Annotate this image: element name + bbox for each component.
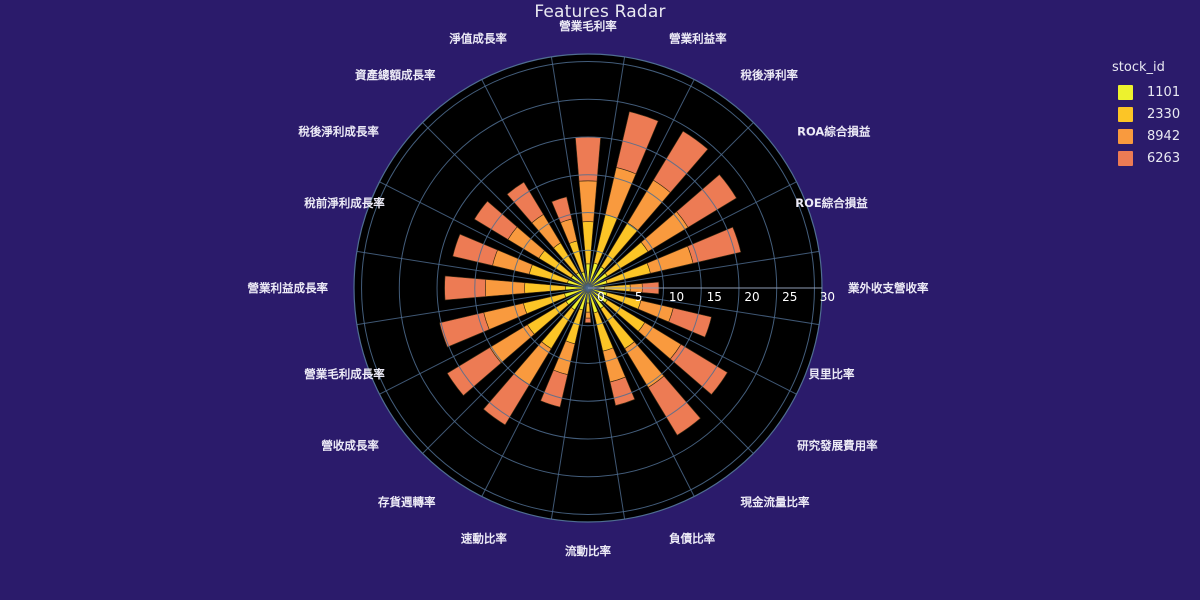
category-label: 存貨週轉率 [378, 495, 436, 509]
polar-bar-segment[interactable] [585, 311, 591, 319]
legend-item[interactable]: 1101 [1110, 83, 1200, 102]
polar-bar-segment[interactable] [452, 233, 498, 266]
radial-tick-label: 5 [635, 290, 643, 304]
category-label: 貝里比率 [808, 367, 854, 381]
angular-gridline [587, 56, 626, 289]
category-label: 速動比率 [461, 531, 507, 545]
angular-gridline [587, 287, 626, 520]
polar-bar-segment[interactable] [647, 375, 701, 436]
radial-tick-label: 30 [820, 290, 835, 304]
category-label: 現金流量比率 [740, 495, 809, 509]
legend-swatch [1118, 85, 1133, 100]
radial-tick-label: 10 [669, 290, 684, 304]
category-label: 營業毛利率 [559, 19, 617, 33]
category-label: 研究發展費用率 [797, 438, 878, 452]
category-label: 業外收支營收率 [847, 281, 929, 295]
radial-tick-label: 0 [597, 290, 605, 304]
angular-gridline [587, 79, 695, 289]
category-label: 淨值成長率 [449, 32, 507, 46]
angular-gridline [587, 181, 797, 289]
radial-tick-label: 20 [744, 290, 759, 304]
legend-label: 6263 [1147, 151, 1181, 166]
legend-item[interactable]: 6263 [1110, 149, 1200, 168]
legend-swatch [1118, 129, 1133, 144]
legend-label: 2330 [1147, 107, 1181, 122]
legend-item[interactable]: 8942 [1110, 127, 1200, 146]
legend-title: stock_id [1112, 60, 1165, 75]
polar-bar-segment[interactable] [473, 200, 518, 240]
polar-bar-segment[interactable] [669, 343, 728, 395]
angular-gridline [422, 122, 589, 289]
legend-item[interactable]: 2330 [1110, 105, 1200, 124]
polar-bar-segment[interactable] [615, 111, 659, 175]
legend-swatch [1118, 151, 1133, 166]
angular-gridline [379, 287, 589, 395]
angular-gridline [550, 56, 589, 289]
polar-bar-segment[interactable] [668, 307, 712, 338]
category-label: ROA綜合損益 [797, 125, 871, 139]
legend: stock_id 1101 2330 8942 6263 [1110, 60, 1200, 171]
page-title: Features Radar [534, 2, 666, 22]
angular-gridline [379, 181, 589, 289]
category-label: 稅前淨利成長率 [304, 196, 385, 210]
category-label: 負債比率 [669, 531, 715, 545]
polar-bar-segment[interactable] [578, 180, 598, 223]
polar-bar-segment[interactable] [551, 196, 573, 223]
category-label: 稅後淨利成長率 [298, 125, 379, 139]
polar-bar-segment[interactable] [652, 130, 709, 193]
angular-gridline [587, 287, 797, 395]
angular-gridline [587, 287, 754, 454]
category-label: 資產總額成長率 [355, 68, 436, 82]
category-label: 稅後淨利率 [740, 68, 798, 82]
angular-gridline [587, 122, 754, 289]
polar-bar-segment[interactable] [585, 302, 591, 313]
polar-bar-segment[interactable] [687, 226, 742, 264]
angular-gridline [422, 287, 589, 454]
angular-gridline [587, 287, 695, 497]
category-label: 營收成長率 [321, 438, 379, 452]
category-label: ROE綜合損益 [795, 196, 868, 210]
legend-label: 1101 [1147, 85, 1181, 100]
radial-tick-layer: 0 5 10 15 20 25 30 [597, 290, 835, 304]
radial-tick-label: 15 [707, 290, 722, 304]
angular-gridline [356, 250, 589, 289]
polar-bar-segment[interactable] [506, 181, 544, 224]
legend-label: 8942 [1147, 129, 1181, 144]
category-label: 營業利益成長率 [248, 281, 329, 295]
category-label: 營業利益率 [669, 32, 727, 46]
angular-gridline [481, 287, 589, 497]
polar-bar-segment[interactable] [584, 317, 592, 324]
polar-bar-segment[interactable] [446, 347, 502, 396]
category-label: 流動比率 [565, 544, 611, 558]
angular-gridline [481, 79, 589, 289]
angular-gridline [587, 250, 820, 289]
legend-items: 1101 2330 8942 6263 [1110, 83, 1200, 168]
legend-swatch [1118, 107, 1133, 122]
radial-tick-label: 25 [782, 290, 797, 304]
polar-bar-segment[interactable] [676, 174, 737, 228]
category-label: 營業毛利成長率 [304, 367, 385, 381]
polar-bar-segment[interactable] [444, 275, 487, 301]
angular-gridline [550, 287, 589, 520]
polar-bar-segment[interactable] [609, 376, 636, 406]
polar-bar-segment[interactable] [439, 312, 490, 348]
grid-layer [353, 53, 823, 523]
angular-gridline [356, 287, 589, 326]
polar-bar-segment[interactable] [485, 279, 526, 297]
angular-gridline [587, 287, 820, 326]
